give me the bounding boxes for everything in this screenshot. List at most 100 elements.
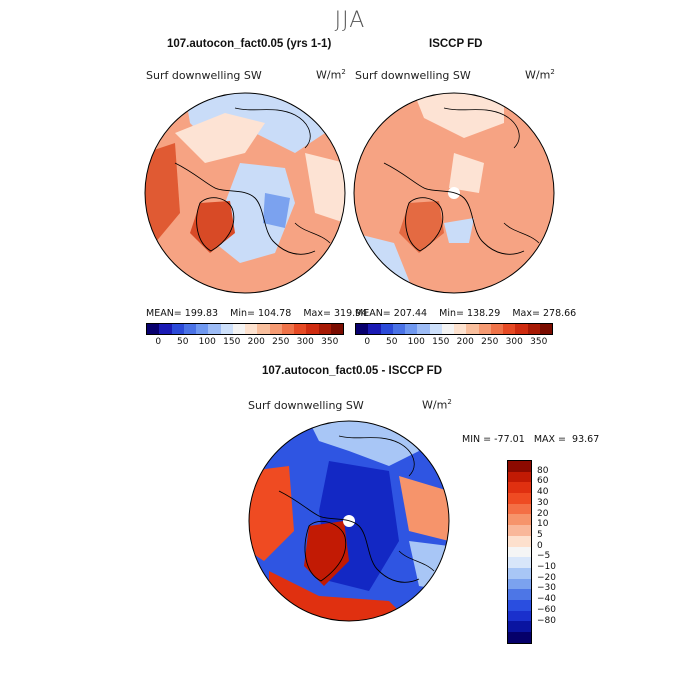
model-colorbar-tick-label: 350 xyxy=(321,337,339,347)
obs-colorbar-swatch-15 xyxy=(539,324,552,334)
model-colorbar-swatch-3 xyxy=(183,324,196,334)
diff-panel-title: 107.autocon_fact0.05 - ISCCP FD xyxy=(262,365,443,377)
model-colorbar-swatch-6 xyxy=(220,324,233,334)
diff-colorbar-swatch-0 xyxy=(508,461,531,472)
model-colorbar xyxy=(146,323,344,335)
diff-colorbar-tick-label: −20 xyxy=(537,572,556,583)
model-colorbar-tick-label: 50 xyxy=(177,337,189,347)
season-title: JJA xyxy=(334,8,366,33)
diff-units: W/m2 xyxy=(422,398,452,412)
obs-coastline-2 xyxy=(443,107,520,149)
diff-colorbar-tick-label: 5 xyxy=(537,529,543,540)
diff-colorbar-swatch-14 xyxy=(508,610,531,622)
obs-colorbar-swatch-1 xyxy=(368,324,381,334)
obs-colorbar-swatch-9 xyxy=(466,324,479,334)
diff-colorbar-tick-label: 10 xyxy=(537,519,549,530)
obs-colorbar-swatch-6 xyxy=(429,324,442,334)
model-colorbar-swatch-9 xyxy=(257,324,270,334)
diff-coastline-1 xyxy=(278,490,420,583)
diff-map-border xyxy=(248,420,450,622)
diff-colorbar-swatch-2 xyxy=(508,482,531,494)
diff-colorbar-swatch-1 xyxy=(508,471,531,483)
model-coastline-1 xyxy=(174,162,316,255)
diff-colorbar-swatch-4 xyxy=(508,503,531,515)
obs-colorbar-swatch-5 xyxy=(417,324,430,334)
obs-colorbar-ticks: 0 50 100 150 200 250 300 350 xyxy=(355,337,551,349)
diff-colorbar-tick-label: −30 xyxy=(537,583,556,594)
diff-colorbar-tick-label: −80 xyxy=(537,615,556,626)
diff-colorbar-swatch-7 xyxy=(508,535,531,547)
model-colorbar-tick-label: 150 xyxy=(223,337,241,347)
model-coastline-3 xyxy=(294,222,331,244)
obs-blue-patch xyxy=(444,218,474,243)
obs-variable-label: Surf downwelling SW xyxy=(355,69,471,82)
model-west-high xyxy=(145,143,180,243)
obs-colorbar-swatch-0 xyxy=(356,324,369,334)
model-panel-title: 107.autocon_fact0.05 (yrs 1-1) xyxy=(167,38,332,50)
obs-colorbar-swatch-8 xyxy=(454,324,467,334)
diff-colorbar-tick-label: −40 xyxy=(537,594,556,605)
diff-minmax: MIN = -77.01 MAX = 93.67 xyxy=(462,434,600,445)
diff-colorbar-swatch-13 xyxy=(508,599,531,611)
diff-colorbar-tick-label: 60 xyxy=(537,476,549,487)
obs-colorbar-tick-label: 350 xyxy=(530,337,548,347)
diff-colorbar-tick-label: 40 xyxy=(537,487,549,498)
obs-colorbar-tick-label: 200 xyxy=(456,337,474,347)
obs-pale-center xyxy=(449,153,484,193)
model-south-warm xyxy=(185,253,305,293)
obs-pale-north xyxy=(414,93,504,138)
diff-colorbar-tick-label: 20 xyxy=(537,508,549,519)
model-deep-blue xyxy=(263,193,290,228)
diff-colorbar-swatch-6 xyxy=(508,525,531,536)
diff-colorbar-swatch-5 xyxy=(508,514,531,526)
obs-colorbar-swatch-3 xyxy=(392,324,405,334)
diff-coastline-3 xyxy=(398,550,435,572)
diff-colorbar-swatch-10 xyxy=(508,567,531,579)
obs-colorbar-swatch-7 xyxy=(441,324,454,334)
diff-east-orange xyxy=(399,476,449,541)
obs-colorbar-swatch-13 xyxy=(515,324,528,334)
model-central-blue xyxy=(215,163,295,263)
obs-colorbar-tick-label: 150 xyxy=(432,337,450,347)
obs-colorbar-swatch-14 xyxy=(527,324,540,334)
model-units: W/m2 xyxy=(316,68,346,82)
model-colorbar-swatch-0 xyxy=(147,324,160,334)
model-colorbar-swatch-12 xyxy=(294,324,307,334)
obs-coastline-1 xyxy=(383,162,525,255)
model-coastline-2 xyxy=(234,107,311,149)
diff-west-red xyxy=(249,466,294,561)
diff-colorbar-swatch-9 xyxy=(508,557,531,568)
diff-colorbar-tick-label: −10 xyxy=(537,562,556,572)
diff-coastline-greenland xyxy=(304,520,347,582)
obs-coastline-greenland xyxy=(405,197,444,252)
model-colorbar-swatch-15 xyxy=(330,324,343,334)
model-colorbar-tick-label: 100 xyxy=(198,337,216,347)
diff-colorbar-swatch-16 xyxy=(508,632,531,643)
model-colorbar-swatch-14 xyxy=(318,324,331,334)
diff-polar-map xyxy=(248,420,450,622)
diff-greenland-red xyxy=(304,521,349,586)
diff-colorbar-ticks: 80 60 40 30 20 10 5 0 −5 −10 −20 −30 −40 −60 −80 xyxy=(537,460,577,642)
model-colorbar-swatch-11 xyxy=(281,324,294,334)
model-colorbar-swatch-13 xyxy=(306,324,319,334)
obs-panel-title: ISCCP FD xyxy=(429,38,483,50)
diff-colorbar-swatch-12 xyxy=(508,589,531,600)
model-colorbar-tick-label: 300 xyxy=(296,337,314,347)
model-colorbar-swatch-2 xyxy=(171,324,184,334)
model-map-border xyxy=(144,92,346,294)
diff-light-north xyxy=(309,421,419,466)
diff-south-red xyxy=(269,571,409,621)
model-colorbar-tick-label: 0 xyxy=(155,337,162,347)
obs-polar-map xyxy=(353,92,555,294)
obs-stats: MEAN= 207.44 Min= 138.29 Max= 278.66 xyxy=(355,308,577,319)
diff-colorbar xyxy=(507,460,532,644)
obs-colorbar-swatch-10 xyxy=(478,324,491,334)
obs-colorbar-swatch-11 xyxy=(490,324,503,334)
obs-colorbar-tick-label: 0 xyxy=(364,337,371,347)
diff-colorbar-tick-label: −60 xyxy=(537,604,556,615)
obs-colorbar-swatch-2 xyxy=(380,324,393,334)
diff-colorbar-swatch-11 xyxy=(508,578,531,590)
diff-colorbar-tick-label: 30 xyxy=(537,497,549,508)
diff-coastline-2 xyxy=(338,435,415,477)
model-variable-label: Surf downwelling SW xyxy=(146,69,262,82)
